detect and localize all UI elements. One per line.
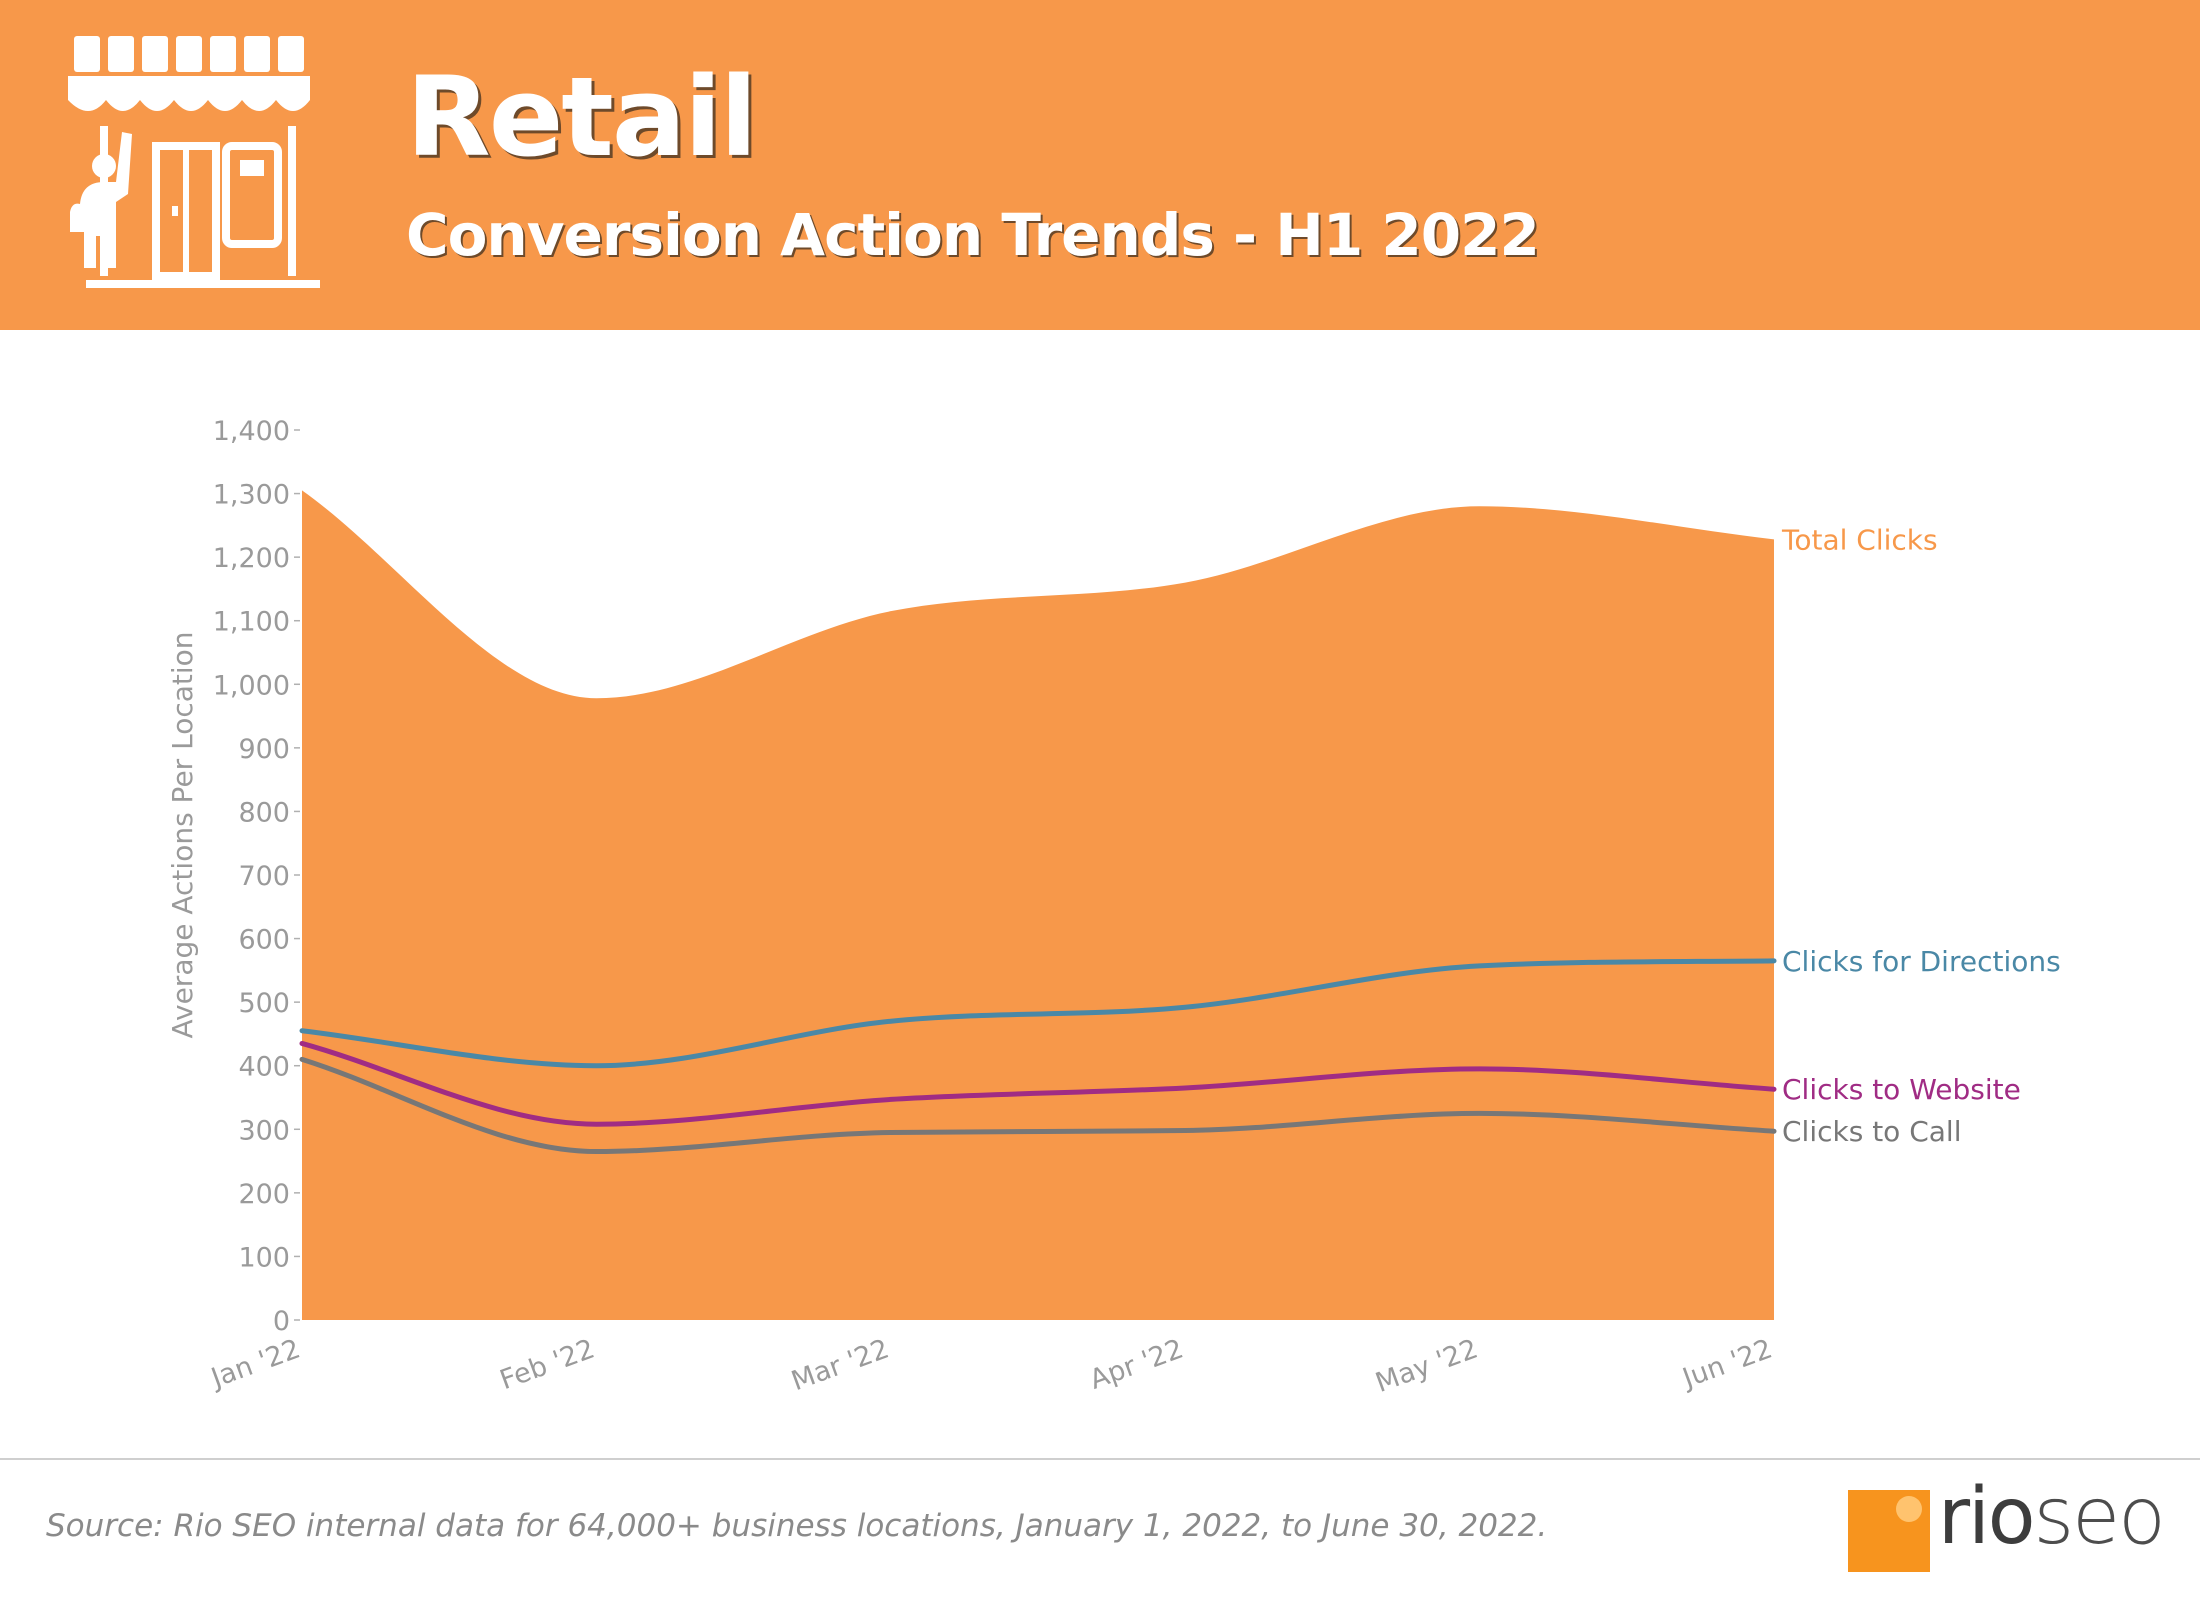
footer-divider: [0, 1458, 2200, 1460]
y-axis: 0 100 200 300 400 500 600 700 800 900 1,000 1,100 1,…: [213, 416, 300, 1337]
y-tick-label: 1,000: [213, 670, 290, 701]
y-tick-label: 1,300: [213, 480, 290, 511]
series-labels: Total Clicks Clicks for Directions Clicks …: [1781, 523, 2061, 1148]
y-tick-label: 1,200: [213, 543, 290, 574]
series-label-clicks-for-directions: Clicks for Directions: [1782, 945, 2061, 978]
page-title: Retail: [406, 53, 758, 181]
y-tick-label: 800: [238, 797, 290, 828]
series-label-total-clicks: Total Clicks: [1781, 523, 1938, 556]
y-tick-label: 900: [238, 734, 290, 765]
y-tick-label: 0: [273, 1306, 290, 1337]
series-clicks-to-call-line: [299, 1056, 1777, 1155]
logo-dot-icon: [1896, 1496, 1922, 1522]
area-chart: 0 100 200 300 400 500 600 700 800 900 1,000 1,100 1,…: [166, 416, 2061, 1399]
source-note: Source: Rio SEO internal data for 64,000…: [46, 1508, 1548, 1544]
y-tick-label: 100: [238, 1242, 290, 1273]
y-tick-label: 1,400: [213, 416, 290, 447]
y-tick-label: 200: [238, 1179, 290, 1210]
logo-wordmark: rioseo: [1938, 1478, 2166, 1556]
x-tick-label: Jun '22: [1677, 1333, 1776, 1394]
x-tick-label: Mar '22: [787, 1333, 893, 1397]
storefront-icon: [68, 36, 320, 288]
series-label-clicks-to-call: Clicks to Call: [1782, 1115, 1961, 1148]
x-tick-label: Feb '22: [496, 1333, 599, 1396]
series-total-clicks-area: [302, 490, 1774, 1321]
y-tick-label: 400: [238, 1052, 290, 1083]
series-clicks-to-website-line: [299, 1040, 1777, 1127]
x-tick-label: May '22: [1372, 1333, 1482, 1398]
y-tick-label: 700: [238, 861, 290, 892]
logo-seo: seo: [2033, 1472, 2165, 1562]
y-axis-label: Average Actions Per Location: [166, 631, 199, 1038]
rio-seo-logo: rioseo: [1848, 1478, 2168, 1578]
y-tick-label: 1,100: [213, 607, 290, 638]
x-tick-label: Apr '22: [1086, 1333, 1188, 1395]
header-banner: Retail Conversion Action Trends - H1 202…: [0, 0, 2200, 330]
y-tick-label: 300: [238, 1115, 290, 1146]
x-axis: Jan '22 Feb '22 Mar '22 Apr '22 May '22 Jun '…: [205, 1333, 1776, 1398]
plot-area: [299, 490, 1777, 1321]
page-subtitle: Conversion Action Trends - H1 2022: [406, 201, 1540, 269]
y-tick-label: 500: [238, 988, 290, 1019]
x-tick-label: Jan '22: [205, 1333, 304, 1394]
series-clicks-for-directions-line: [299, 958, 1777, 1069]
logo-rio: rio: [1938, 1472, 2035, 1562]
y-tick-label: 600: [238, 925, 290, 956]
series-label-clicks-to-website: Clicks to Website: [1782, 1073, 2021, 1106]
